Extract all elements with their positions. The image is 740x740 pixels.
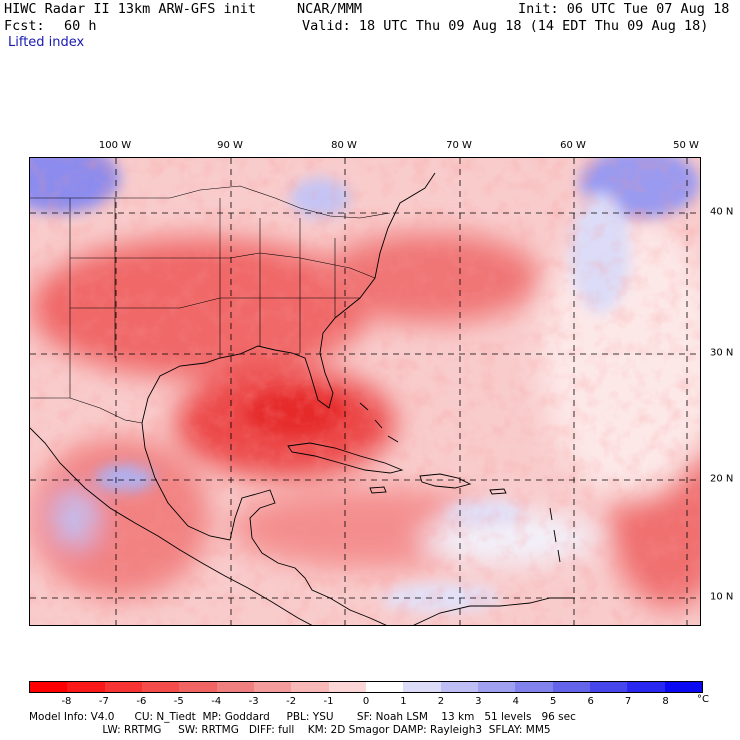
colorbar-tick-label: -2	[286, 696, 297, 707]
map-canvas	[30, 158, 700, 625]
colorbar-tick-label: -4	[211, 696, 222, 707]
graticule	[30, 158, 700, 625]
model-info-line1: Model Info: V4.0 CU: N_Tiedt MP: Goddard…	[29, 711, 576, 723]
colorbar-cell	[216, 682, 254, 692]
lon-label-90w: 90 W	[217, 140, 243, 151]
colorbar-cell	[440, 682, 478, 692]
colorbar-tick-label: -7	[98, 696, 109, 707]
colorbar-unit: °C	[697, 694, 709, 705]
lon-label-70w: 70 W	[446, 140, 472, 151]
colorbar-tick-label: 3	[475, 696, 482, 707]
us-canada-border	[30, 185, 391, 219]
colorbar-cell	[477, 682, 516, 692]
colorbar-cell	[67, 682, 105, 692]
colorbar-cell	[253, 682, 292, 692]
colorbar-cell	[627, 682, 665, 692]
cuba	[287, 442, 404, 474]
puerto-rico	[489, 488, 507, 495]
colorbar-cell	[589, 682, 628, 692]
colorbar-cell	[515, 682, 553, 692]
us-mexico-border	[30, 397, 143, 424]
colorbar-tick-label: -5	[173, 696, 184, 707]
lon-label-80w: 80 W	[331, 140, 357, 151]
lon-label-50w: 50 W	[673, 140, 699, 151]
colorbar-cell	[141, 682, 180, 692]
colorbar-cell	[30, 682, 68, 692]
colorbar-cell	[104, 682, 142, 692]
agency-label: NCAR/MMM	[297, 1, 363, 17]
colorbar-tick-label: -8	[61, 696, 72, 707]
lat-label-20n: 20 N	[710, 473, 734, 485]
jamaica	[369, 486, 387, 494]
lon-label-60w: 60 W	[560, 140, 586, 151]
coastlines	[30, 172, 575, 625]
colorbar-tick-label: 1	[400, 696, 407, 707]
init-time: Init: 06 UTC Tue 07 Aug 18	[518, 1, 730, 17]
colorbar-cell	[365, 682, 404, 692]
lat-label-10n: 10 N	[710, 591, 734, 603]
colorbar-tick-label: 6	[587, 696, 594, 707]
political-boundaries	[30, 185, 391, 424]
colorbar-tick-label: 8	[662, 696, 669, 707]
pacific-coast-mexico	[30, 427, 313, 625]
field-texture	[30, 158, 700, 625]
colorbar-cell	[403, 682, 441, 692]
colorbar-cell	[179, 682, 217, 692]
colorbar-cell	[328, 682, 366, 692]
colorbar-tick-label: 2	[437, 696, 445, 707]
product-title: HIWC Radar II 13km ARW-GFS init	[4, 1, 256, 17]
lat-label-30n: 30 N	[710, 347, 734, 359]
forecast-label: Fcst:	[4, 18, 45, 34]
lesser-antilles	[549, 507, 561, 563]
colorbar	[29, 681, 703, 693]
colorbar-tick-label: -1	[323, 696, 334, 707]
lifted-index-map	[29, 157, 701, 626]
colorbar-cell	[664, 682, 702, 692]
colorbar-tick-label: 0	[362, 696, 370, 707]
colorbar-cell	[291, 682, 329, 692]
forecast-hours: 60 h	[64, 18, 97, 34]
colorbar-tick-label: 7	[624, 696, 632, 707]
valid-time: Valid: 18 UTC Thu 09 Aug 18 (14 EDT Thu …	[302, 18, 709, 34]
us-atlantic-coast	[141, 172, 436, 625]
colorbar-tick-label: -6	[136, 696, 147, 707]
colorbar-tick-label: -3	[248, 696, 259, 707]
field-name: Lifted index	[8, 35, 85, 50]
hispaniola	[419, 473, 472, 489]
state-line-3	[70, 252, 376, 279]
lon-label-100w: 100 W	[98, 140, 132, 151]
colorbar-tick-label: 4	[512, 696, 519, 707]
model-info-line2: LW: RRTMG SW: RRTMG DIFF: full KM: 2D Sm…	[29, 724, 551, 736]
bahamas	[359, 402, 399, 443]
colorbar-tick-label: 5	[550, 696, 557, 707]
lat-label-40n: 40 N	[710, 206, 734, 218]
colorbar-cell	[552, 682, 590, 692]
